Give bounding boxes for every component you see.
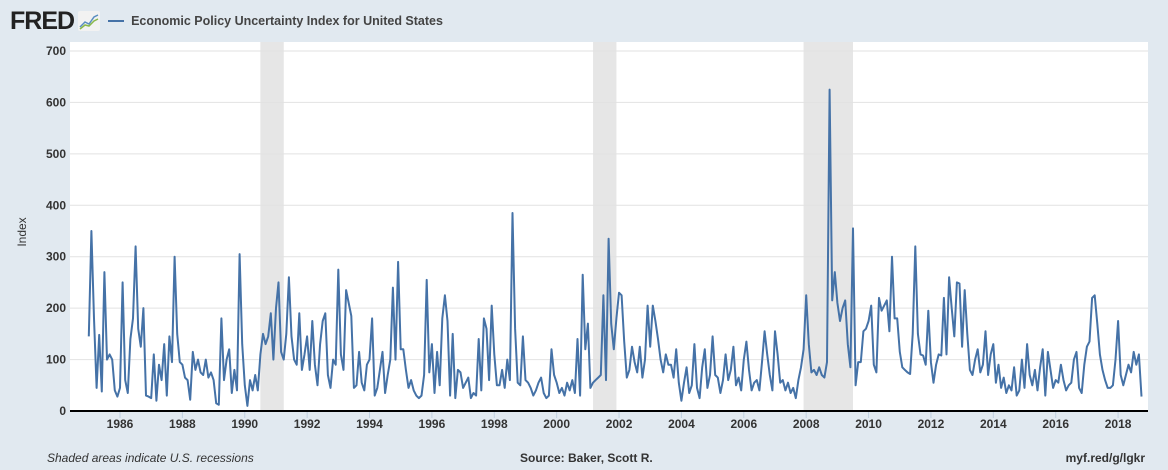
legend-swatch bbox=[108, 20, 125, 22]
x-tick-label: 2010 bbox=[855, 417, 882, 431]
recession-note: Shaded areas indicate U.S. recessions bbox=[47, 451, 254, 465]
short-link[interactable]: myf.red/g/lgkr bbox=[1065, 451, 1145, 465]
x-tick-label: 2006 bbox=[730, 417, 757, 431]
y-tick-label: 100 bbox=[46, 353, 66, 367]
x-tick-label: 1986 bbox=[107, 417, 134, 431]
x-tick-label: 2008 bbox=[793, 417, 820, 431]
x-tick-label: 1988 bbox=[169, 417, 196, 431]
x-tick-label: 2018 bbox=[1105, 417, 1132, 431]
x-tick-label: 2000 bbox=[543, 417, 570, 431]
y-tick-label: 400 bbox=[46, 198, 66, 212]
x-tick-label: 2012 bbox=[918, 417, 945, 431]
x-tick-label: 2002 bbox=[606, 417, 633, 431]
fred-logo[interactable]: FRED bbox=[10, 6, 75, 35]
x-tick-label: 2014 bbox=[980, 417, 1007, 431]
y-tick-label: 200 bbox=[46, 301, 66, 315]
x-tick-label: 1994 bbox=[356, 417, 383, 431]
x-tick-label: 1992 bbox=[294, 417, 321, 431]
source-note: Source: Baker, Scott R. bbox=[520, 451, 653, 465]
x-tick-label: 1998 bbox=[481, 417, 508, 431]
x-tick-label: 1996 bbox=[419, 417, 446, 431]
x-tick-label: 2004 bbox=[668, 417, 695, 431]
y-tick-label: 300 bbox=[46, 250, 66, 264]
fred-graph-icon bbox=[78, 11, 101, 31]
chart-header: FRED Economic Policy Uncertainty Index f… bbox=[10, 6, 443, 35]
y-tick-label: 600 bbox=[46, 95, 66, 109]
x-tick-label: 2016 bbox=[1042, 417, 1069, 431]
x-tick-label: 1990 bbox=[231, 417, 258, 431]
legend-label[interactable]: Economic Policy Uncertainty Index for Un… bbox=[131, 14, 443, 28]
y-tick-label: 700 bbox=[46, 44, 66, 58]
y-tick-label: 0 bbox=[59, 404, 66, 418]
y-axis-label: Index bbox=[15, 217, 29, 246]
recession-shade bbox=[260, 42, 284, 411]
series-line bbox=[87, 88, 1143, 407]
y-tick-label: 500 bbox=[46, 147, 66, 161]
